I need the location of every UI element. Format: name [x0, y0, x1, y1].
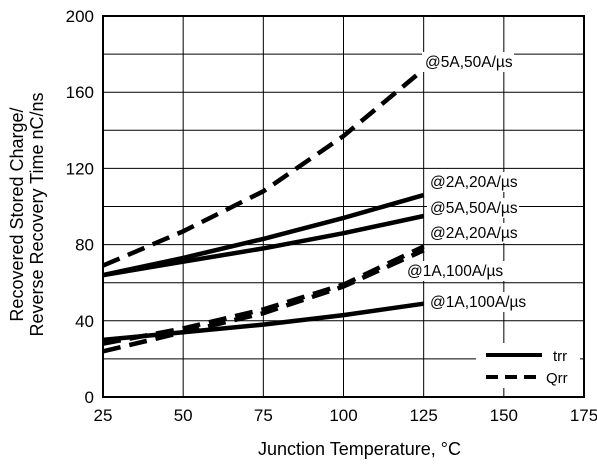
legend-label-trr: trr: [553, 348, 567, 365]
annotation-bg: [404, 261, 505, 281]
x-tick-label: 150: [490, 406, 518, 425]
y-tick-label: 80: [75, 236, 94, 255]
y-axis-label: Recovered Stored Charge/ Reverse Recover…: [7, 92, 47, 336]
y-tick-label: 200: [66, 7, 94, 26]
annotation-trr-2a: @2A,20A/µs: [430, 174, 518, 191]
x-tick-label: 125: [409, 406, 437, 425]
y-tick-label: 40: [75, 312, 94, 331]
series-line-trr-5a: [102, 213, 425, 278]
series-line-trr-1a: [102, 301, 425, 343]
annotation-bg: [427, 172, 519, 192]
annotation-trr-1a: @1A,100A/µs: [430, 294, 526, 311]
legend: trr Qrr: [476, 343, 580, 388]
annotation-bg: [427, 223, 519, 243]
x-tick-label: 75: [254, 406, 273, 425]
y-axis-label-line-1: Recovered Stored Charge/: [7, 107, 27, 321]
plot-frame: [102, 15, 585, 398]
y-tick-label: 0: [85, 388, 94, 407]
annotation-bg: [427, 198, 519, 218]
annotation-qrr-5a: @5A,50A/µs: [425, 54, 513, 71]
annotation-qrr-2a: @2A,20A/µs: [430, 225, 518, 242]
legend-label-qrr: Qrr: [546, 370, 568, 387]
series-annotations: @5A,50A/µs @2A,20A/µs @5A,50A/µs @2A,20A/µs…: [404, 52, 528, 312]
x-axis-label: Junction Temperature, °C: [258, 439, 461, 459]
series-line-trr-2a: [102, 192, 425, 278]
y-axis-label-line-2: Reverse Recovery Time nC/ns: [27, 92, 47, 336]
y-tick-label: 120: [66, 159, 94, 178]
annotation-trr-5a: @5A,50A/µs: [430, 200, 518, 217]
x-tick-label: 25: [94, 406, 113, 425]
tick-labels: 25 50 75 100 125 150 175 0 40 80 120 160 200: [66, 7, 597, 425]
series-line-qrr-5a: [102, 67, 426, 268]
annotation-bg: [422, 52, 514, 72]
legend-box: [476, 343, 580, 388]
y-tick-label: 160: [66, 83, 94, 102]
series-line-qrr-1a: [102, 248, 425, 354]
x-tick-label: 100: [329, 406, 357, 425]
annotation-qrr-1a: @1A,100A/µs: [407, 263, 503, 280]
x-tick-label: 175: [570, 406, 597, 425]
series-lines: [102, 67, 426, 354]
x-tick-label: 50: [174, 406, 193, 425]
annotation-bg: [427, 292, 528, 312]
